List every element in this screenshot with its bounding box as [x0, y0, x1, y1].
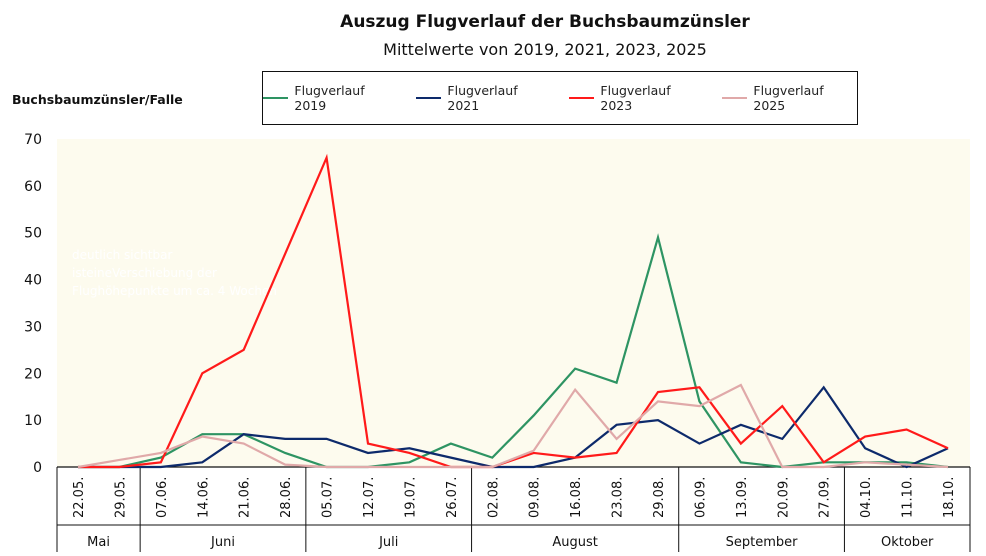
y-axis-label: Buchsbaumzünsler/Falle — [12, 92, 183, 107]
y-tick-label: 40 — [24, 273, 42, 289]
chart-subtitle: Mittelwerte von 2019, 2021, 2023, 2025 — [383, 40, 707, 59]
legend-label: Flugverlauf 2023 — [600, 83, 671, 113]
x-tick-label: 16.08. — [569, 477, 584, 518]
legend-swatch — [416, 97, 442, 99]
x-tick-label: 28.06. — [279, 477, 294, 518]
legend-swatch — [263, 97, 289, 99]
plot-background — [57, 139, 970, 467]
y-tick-label: 0 — [33, 460, 42, 476]
legend: Flugverlauf 2019 Flugverlauf 2021 Flugve… — [262, 71, 858, 125]
annotation-text: isteineVerschiebung der — [72, 266, 217, 280]
y-tick-label: 70 — [24, 132, 42, 148]
month-label: Juni — [210, 535, 235, 550]
x-tick-label: 09.08. — [528, 477, 543, 518]
legend-item-2023: Flugverlauf 2023 — [569, 83, 704, 113]
legend-swatch — [722, 97, 748, 99]
month-label: Oktober — [881, 535, 934, 550]
x-tick-label: 12.07. — [362, 477, 377, 518]
x-tick-label: 29.05. — [113, 477, 128, 518]
legend-item-2025: Flugverlauf 2025 — [722, 83, 857, 113]
x-tick-label: 11.10. — [901, 477, 916, 518]
month-label: Mai — [87, 535, 110, 550]
x-tick-label: 26.07. — [445, 477, 460, 518]
x-tick-label: 23.08. — [611, 477, 626, 518]
x-tick-label: 06.09. — [693, 477, 708, 518]
legend-label: Flugverlauf 2019 — [294, 83, 365, 113]
legend-item-2021: Flugverlauf 2021 — [416, 83, 551, 113]
y-tick-label: 60 — [24, 179, 42, 195]
y-tick-label: 10 — [24, 413, 42, 429]
legend-label: Flugverlauf 2021 — [447, 83, 518, 113]
series-line-2021 — [78, 385, 949, 469]
x-tick-label: 07.06. — [155, 477, 170, 518]
legend-item-2019: Flugverlauf 2019 — [263, 83, 398, 113]
legend-label: Flugverlauf 2025 — [753, 83, 824, 113]
x-tick-label: 27.09. — [818, 477, 833, 518]
x-tick-label: 20.09. — [776, 477, 791, 518]
x-tick-label: 29.08. — [652, 477, 667, 518]
month-label: August — [552, 535, 598, 550]
x-tick-label: 18.10. — [942, 477, 957, 518]
chart-title: Auszug Flugverlauf der Buchsbaumzünsler — [340, 12, 750, 32]
legend-swatch — [569, 97, 595, 99]
month-label: Juli — [378, 535, 398, 550]
y-tick-label: 50 — [24, 226, 42, 242]
x-tick-label: 13.09. — [735, 477, 750, 518]
annotation-text: deutlich sichtbar — [72, 248, 172, 262]
x-tick-label: 05.07. — [321, 477, 336, 518]
x-tick-label: 04.10. — [859, 477, 874, 518]
x-tick-label: 22.05. — [72, 477, 87, 518]
x-tick-label: 19.07. — [403, 477, 418, 518]
x-tick-label: 02.08. — [486, 477, 501, 518]
x-tick-label: 21.06. — [238, 477, 253, 518]
series-line-2025 — [77, 383, 949, 469]
y-tick-label: 30 — [24, 319, 42, 335]
month-label: September — [726, 535, 799, 550]
annotation-text: Flughöhepunkte um ca. 4 Wochen — [72, 284, 277, 298]
series-line-2019 — [78, 233, 949, 469]
y-tick-label: 20 — [24, 366, 42, 382]
x-tick-label: 14.06. — [196, 477, 211, 518]
